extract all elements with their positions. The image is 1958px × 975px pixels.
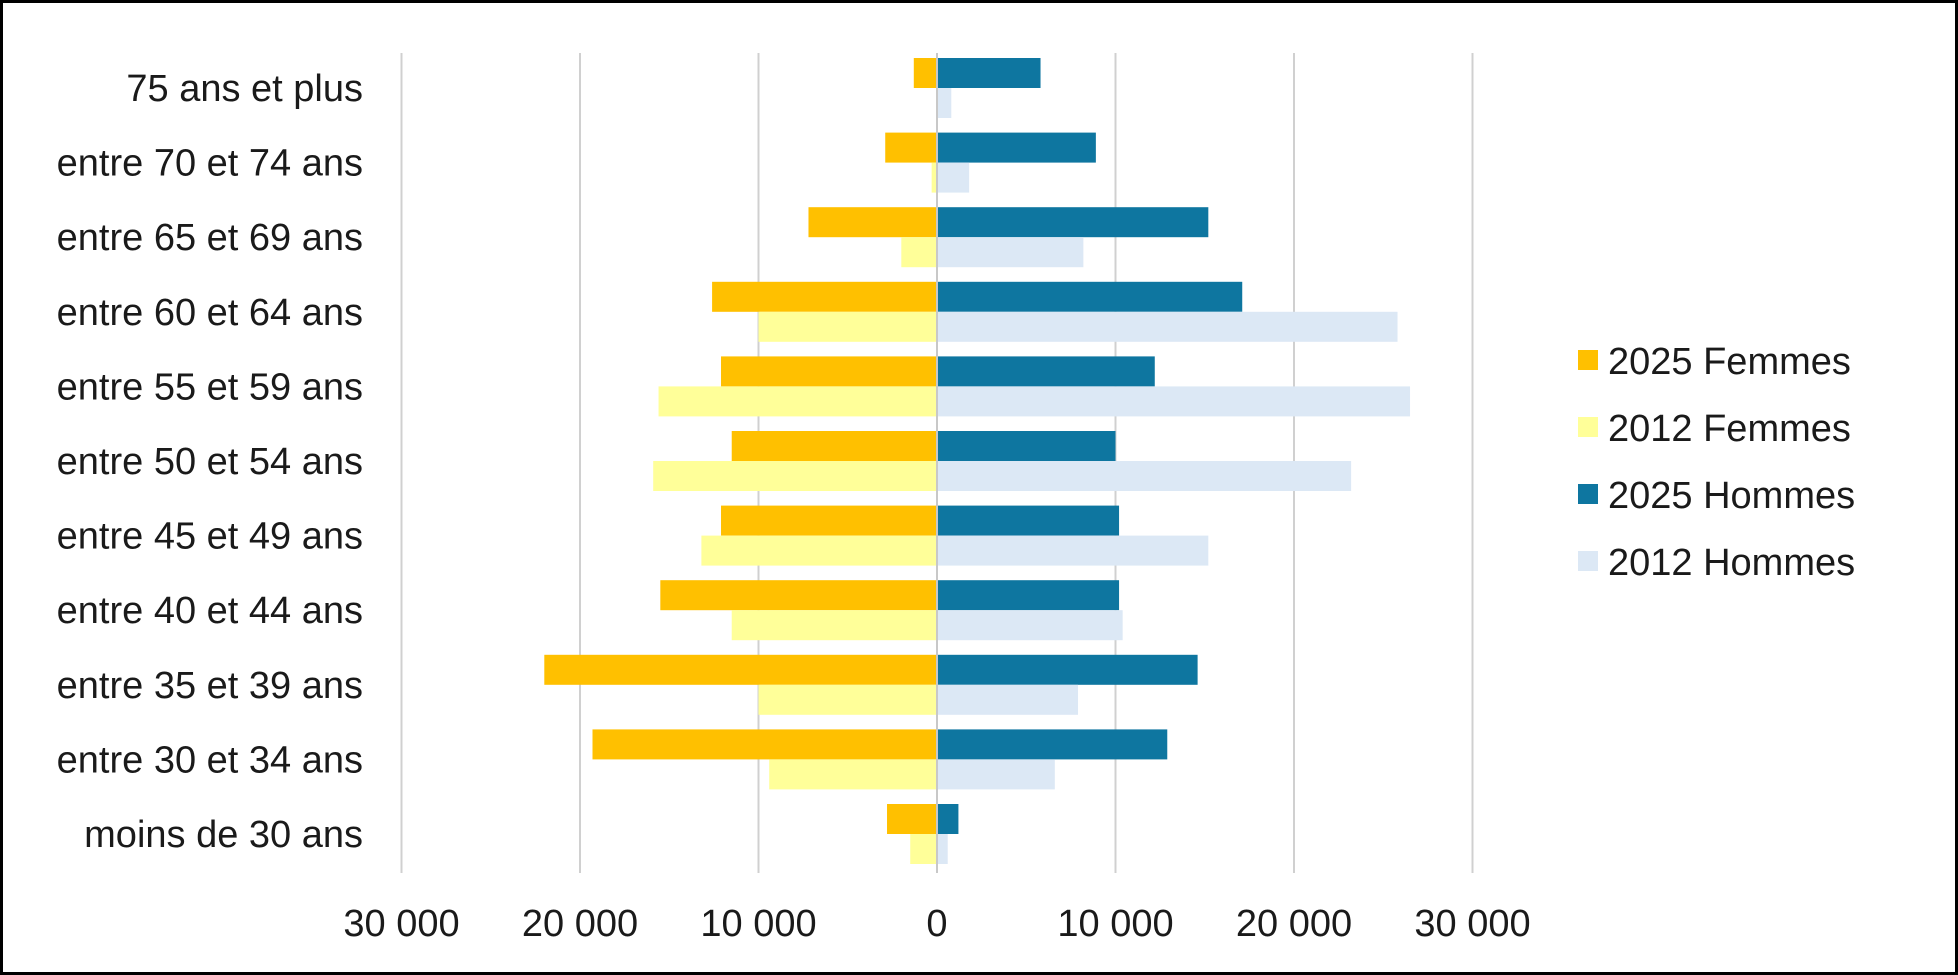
category-label: entre 35 et 39 ans — [57, 665, 363, 707]
legend-swatch — [1578, 484, 1598, 504]
bar-2025-hommes — [937, 804, 959, 834]
x-tick-label: 30 000 — [343, 903, 459, 945]
legend-label: 2012 Femmes — [1608, 408, 1851, 450]
bar-2025-femmes — [712, 281, 937, 312]
category-label: entre 70 et 74 ans — [57, 143, 363, 185]
population-pyramid-chart: 75 ans et plus entre 70 et 74 ans entre 65… — [57, 53, 1855, 945]
legend-swatch — [1578, 417, 1598, 437]
bar-2012-femmes — [701, 535, 937, 566]
category-labels: 75 ans et plus entre 70 et 74 ans entre 65… — [57, 68, 363, 856]
x-tick-label: 10 000 — [700, 903, 816, 945]
bar-2025-hommes — [937, 281, 1243, 312]
bar-2025-hommes — [937, 580, 1120, 611]
bar-2012-hommes — [937, 311, 1398, 342]
bar-2012-hommes — [937, 535, 1209, 566]
x-tick-label: 20 000 — [522, 903, 638, 945]
x-tick-label: 10 000 — [1057, 903, 1173, 945]
bar-2012-femmes — [931, 162, 937, 193]
bar-2012-hommes — [937, 88, 952, 118]
category-label: entre 50 et 54 ans — [57, 441, 363, 483]
category-label: moins de 30 ans — [84, 814, 363, 856]
bar-2012-femmes — [758, 311, 937, 342]
category-label: 75 ans et plus — [126, 68, 363, 110]
x-tick-labels: 30 000 20 000 10 000 0 10 000 20 000 30 000 — [343, 903, 1530, 945]
bar-2012-hommes — [937, 834, 948, 864]
bar-2025-hommes — [937, 431, 1116, 461]
bar-2012-hommes — [937, 759, 1055, 790]
bar-2025-hommes — [937, 356, 1155, 387]
legend-swatch — [1578, 350, 1598, 370]
x-tick-label: 0 — [926, 903, 947, 945]
legend-label: 2025 Femmes — [1608, 341, 1851, 383]
bar-2012-femmes — [653, 461, 937, 491]
category-label: entre 65 et 69 ans — [57, 217, 363, 259]
bar-2025-femmes — [660, 580, 937, 611]
bar-2025-femmes — [721, 356, 937, 387]
bar-2025-femmes — [808, 207, 937, 238]
bar-2025-hommes — [937, 207, 1209, 238]
bar-2012-femmes — [769, 759, 937, 790]
bar-2025-hommes — [937, 132, 1096, 163]
bar-2025-femmes — [731, 431, 937, 461]
bar-2012-femmes — [731, 610, 937, 641]
bar-2012-femmes — [658, 386, 937, 417]
legend: 2025 Femmes 2012 Femmes 2025 Hommes 2012 Ho… — [1578, 341, 1855, 584]
bar-2012-hommes — [937, 386, 1411, 417]
category-label: entre 30 et 34 ans — [57, 739, 363, 781]
bar-2012-femmes — [758, 684, 937, 715]
category-label: entre 40 et 44 ans — [57, 590, 363, 632]
legend-label: 2012 Hommes — [1608, 542, 1855, 584]
bar-2025-femmes — [887, 804, 937, 834]
legend-swatch — [1578, 551, 1598, 571]
bars — [544, 58, 1411, 864]
category-label: entre 60 et 64 ans — [57, 292, 363, 334]
bar-2025-hommes — [937, 505, 1120, 536]
bar-2012-femmes — [910, 834, 937, 864]
bar-2012-hommes — [937, 461, 1352, 491]
x-tick-label: 20 000 — [1236, 903, 1352, 945]
category-label: entre 45 et 49 ans — [57, 516, 363, 558]
bar-2025-hommes — [937, 729, 1168, 760]
bar-2012-hommes — [937, 237, 1084, 268]
bar-2025-femmes — [721, 505, 937, 536]
legend-label: 2025 Hommes — [1608, 475, 1855, 517]
x-tick-label: 30 000 — [1414, 903, 1530, 945]
bar-2025-femmes — [592, 729, 937, 760]
bar-2025-hommes — [937, 58, 1041, 88]
bar-2012-hommes — [937, 684, 1079, 715]
bar-2025-femmes — [885, 132, 937, 163]
bar-2012-hommes — [937, 162, 970, 193]
bar-2012-hommes — [937, 610, 1123, 641]
bar-2025-femmes — [913, 58, 937, 88]
bar-2025-hommes — [937, 654, 1198, 685]
bar-2012-femmes — [901, 237, 937, 268]
category-label: entre 55 et 59 ans — [57, 366, 363, 408]
bar-2025-femmes — [544, 654, 937, 685]
